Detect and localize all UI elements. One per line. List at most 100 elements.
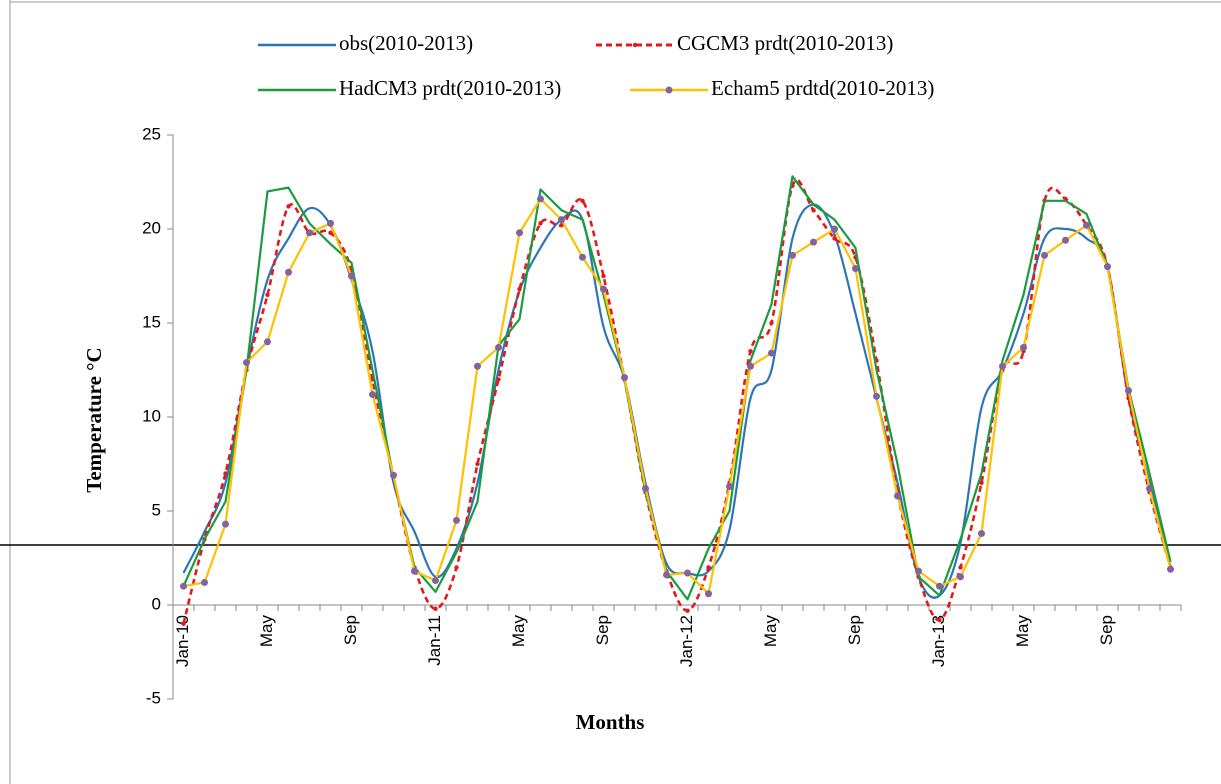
point-marker — [243, 358, 250, 366]
point-marker — [180, 582, 187, 590]
point-marker — [327, 219, 334, 227]
point-marker — [621, 374, 628, 382]
point-marker — [747, 362, 754, 370]
point-marker — [894, 492, 901, 500]
x-tick-label: Sep — [1097, 615, 1116, 645]
legend-marker — [665, 86, 673, 94]
point-marker — [495, 343, 502, 351]
point-marker — [958, 565, 963, 570]
point-marker — [223, 471, 228, 476]
point-marker — [832, 236, 837, 241]
point-marker — [306, 229, 313, 237]
point-marker — [685, 608, 690, 613]
point-marker — [453, 516, 460, 524]
y-tick-label: 10 — [142, 406, 161, 425]
point-marker — [411, 567, 418, 575]
point-marker — [433, 606, 438, 611]
series-line — [182, 178, 1172, 625]
point-marker — [915, 567, 922, 575]
point-marker — [558, 216, 565, 224]
point-marker — [369, 390, 376, 398]
y-axis-title: Temperature °C — [82, 347, 106, 492]
point-marker — [937, 617, 942, 623]
y-tick-label: 25 — [142, 124, 161, 143]
point-marker — [264, 338, 271, 346]
point-marker — [496, 377, 501, 382]
series-line — [182, 203, 1172, 599]
y-tick-label: 0 — [152, 594, 161, 613]
x-tick-label: Jan-13 — [929, 615, 948, 667]
point-marker — [957, 573, 964, 581]
y-tick-label: -5 — [146, 688, 161, 707]
point-marker — [390, 471, 397, 479]
point-marker — [831, 225, 838, 233]
point-marker — [1062, 236, 1069, 244]
point-marker — [1104, 263, 1111, 271]
x-tick-label: Sep — [593, 615, 612, 645]
point-marker — [642, 484, 649, 492]
point-marker — [726, 483, 733, 491]
point-marker — [1020, 343, 1027, 351]
point-marker — [1125, 387, 1132, 395]
series-line — [182, 175, 1172, 601]
point-marker — [873, 392, 880, 400]
point-marker — [579, 253, 586, 261]
point-marker — [516, 229, 523, 237]
point-marker — [789, 251, 796, 259]
y-tick-label: 5 — [152, 500, 161, 519]
point-marker — [286, 204, 291, 209]
point-marker — [979, 480, 984, 485]
point-marker — [663, 571, 670, 579]
point-marker — [852, 264, 859, 272]
x-tick-label: Jan-11 — [425, 615, 444, 666]
point-marker — [265, 292, 270, 297]
point-marker — [936, 582, 943, 590]
x-tick-label: May — [509, 615, 528, 648]
x-tick-label: Jan-12 — [677, 615, 696, 667]
point-marker — [684, 569, 691, 577]
point-marker — [1041, 251, 1048, 259]
x-tick-label: Jan-10 — [173, 615, 192, 667]
legend-label: CGCM3 prdt(2010-2013) — [677, 31, 893, 55]
point-marker — [517, 286, 522, 292]
point-marker — [705, 590, 712, 598]
point-marker — [454, 565, 459, 570]
point-marker — [706, 565, 711, 570]
legend-label: Echam5 prdtd(2010-2013) — [711, 76, 934, 100]
point-marker — [1146, 484, 1153, 492]
point-marker — [769, 320, 774, 326]
point-marker — [978, 530, 985, 538]
point-marker — [810, 238, 817, 246]
point-marker — [432, 577, 439, 585]
point-marker — [1167, 565, 1174, 573]
y-tick-label: 20 — [142, 218, 161, 237]
x-tick-label: Sep — [341, 615, 360, 645]
legend-label: HadCM3 prdt(2010-2013) — [339, 76, 561, 100]
point-marker — [474, 362, 481, 370]
point-marker — [811, 208, 816, 213]
point-marker — [537, 195, 544, 203]
y-tick-label: 15 — [142, 312, 161, 331]
point-marker — [328, 230, 333, 235]
x-tick-label: May — [761, 615, 780, 648]
point-marker — [748, 349, 753, 354]
x-tick-label: Sep — [845, 615, 864, 645]
x-tick-label: May — [1013, 615, 1032, 648]
point-marker — [222, 520, 229, 528]
point-marker — [768, 349, 775, 357]
point-marker — [580, 198, 585, 203]
x-axis-title: Months — [576, 710, 645, 734]
point-marker — [285, 268, 292, 276]
point-marker — [348, 272, 355, 280]
point-marker — [181, 621, 186, 626]
point-marker — [1083, 221, 1090, 229]
legend-label: obs(2010-2013) — [339, 31, 473, 55]
x-tick-label: May — [257, 615, 276, 648]
point-marker — [475, 461, 480, 467]
point-marker — [559, 223, 564, 228]
series-line — [183, 197, 1172, 595]
point-marker — [538, 221, 543, 226]
point-marker — [201, 578, 208, 586]
